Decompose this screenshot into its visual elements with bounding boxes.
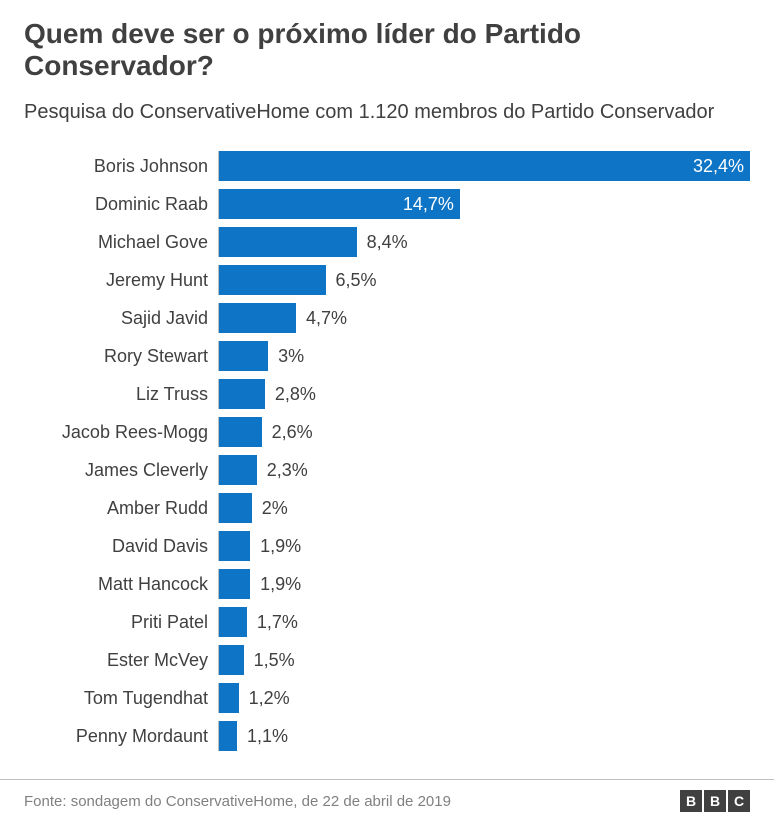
bar-track: 14,7% [218,189,750,219]
chart-subtitle: Pesquisa do ConservativeHome com 1.120 m… [24,100,750,125]
bar [219,683,239,713]
bar-chart: Boris Johnson 32,4% Dominic Raab 14,7% Micha… [24,147,750,755]
bar-value: 2% [262,493,288,523]
bar-track: 3% [218,341,750,371]
bar [219,531,250,561]
bar-row: Dominic Raab 14,7% [24,185,750,223]
bar-row: James Cleverly 2,3% [24,451,750,489]
bar-track: 1,7% [218,607,750,637]
bar-track: 4,7% [218,303,750,333]
bar-track: 32,4% [218,151,750,181]
bar-value: 32,4% [693,151,744,181]
bar-row: Amber Rudd 2% [24,489,750,527]
bar-label: Matt Hancock [24,574,218,595]
bar-row: Sajid Javid 4,7% [24,299,750,337]
bar-label: Sajid Javid [24,308,218,329]
bar-row: Priti Patel 1,7% [24,603,750,641]
bar [219,417,262,447]
bar-track: 2,6% [218,417,750,447]
bar-value: 6,5% [336,265,377,295]
bar-track: 8,4% [218,227,750,257]
bar [219,341,268,371]
logo-letter: B [680,790,702,812]
bar-row: Michael Gove 8,4% [24,223,750,261]
bar-value: 4,7% [306,303,347,333]
bar-label: Liz Truss [24,384,218,405]
bar-label: Penny Mordaunt [24,726,218,747]
bar [219,455,257,485]
bar-track: 1,5% [218,645,750,675]
bar-track: 6,5% [218,265,750,295]
bar-track: 2% [218,493,750,523]
bar: 32,4% [219,151,750,181]
bar [219,569,250,599]
logo-letter: C [728,790,750,812]
bar [219,721,237,751]
bar-value: 1,7% [257,607,298,637]
bar-label: Michael Gove [24,232,218,253]
bar-label: Ester McVey [24,650,218,671]
bar [219,303,296,333]
bar-row: Matt Hancock 1,9% [24,565,750,603]
bar-row: Tom Tugendhat 1,2% [24,679,750,717]
bar-value: 3% [278,341,304,371]
bar-row: Liz Truss 2,8% [24,375,750,413]
bar: 14,7% [219,189,460,219]
bar-label: Tom Tugendhat [24,688,218,709]
bar-track: 2,3% [218,455,750,485]
bar-value: 8,4% [367,227,408,257]
bar-value: 1,5% [254,645,295,675]
bar [219,227,357,257]
bar-label: Rory Stewart [24,346,218,367]
bar-row: Rory Stewart 3% [24,337,750,375]
bar-value: 1,9% [260,531,301,561]
bar-row: Ester McVey 1,5% [24,641,750,679]
bar-label: Dominic Raab [24,194,218,215]
bar-label: Priti Patel [24,612,218,633]
bar-row: Jacob Rees-Mogg 2,6% [24,413,750,451]
bar [219,379,265,409]
chart-title: Quem deve ser o próximo líder do Partido… [24,18,750,82]
bar [219,607,247,637]
bar [219,493,252,523]
bar-label: James Cleverly [24,460,218,481]
bar-value: 2,8% [275,379,316,409]
bar-label: Amber Rudd [24,498,218,519]
bar-value: 1,9% [260,569,301,599]
bar-row: David Davis 1,9% [24,527,750,565]
bar-row: Penny Mordaunt 1,1% [24,717,750,755]
bar-value: 14,7% [403,189,454,219]
chart-footer: Fonte: sondagem do ConservativeHome, de … [0,779,774,826]
bar-track: 1,9% [218,531,750,561]
bar-value: 2,3% [267,455,308,485]
bar-track: 1,9% [218,569,750,599]
bbc-logo: BBC [680,790,750,812]
bar-value: 2,6% [272,417,313,447]
bar-row: Jeremy Hunt 6,5% [24,261,750,299]
bar-track: 1,2% [218,683,750,713]
bar-track: 2,8% [218,379,750,409]
bar-value: 1,1% [247,721,288,751]
source-text: Fonte: sondagem do ConservativeHome, de … [24,793,451,810]
bar-row: Boris Johnson 32,4% [24,147,750,185]
bar-label: Boris Johnson [24,156,218,177]
bar-label: Jacob Rees-Mogg [24,422,218,443]
bar-value: 1,2% [249,683,290,713]
logo-letter: B [704,790,726,812]
bar-label: Jeremy Hunt [24,270,218,291]
bar-track: 1,1% [218,721,750,751]
bar-label: David Davis [24,536,218,557]
bar [219,645,244,675]
bar [219,265,326,295]
